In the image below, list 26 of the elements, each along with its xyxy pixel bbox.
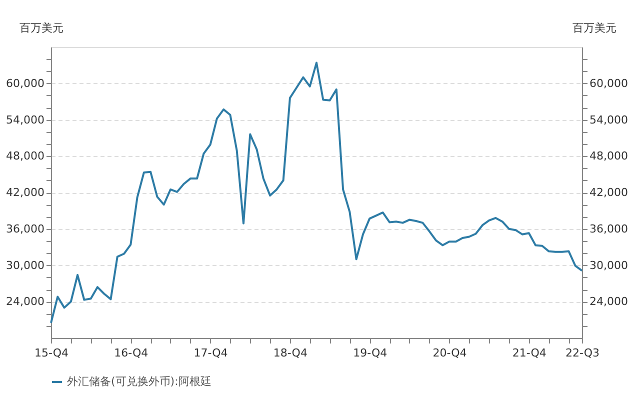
y2-tick-label: 60,000 xyxy=(590,76,628,90)
x-tick-label: 15-Q4 xyxy=(34,346,69,360)
x-tick-label: 16-Q4 xyxy=(114,346,148,360)
x-tick-label: 21-Q4 xyxy=(512,346,546,360)
x-tick-label: 19-Q4 xyxy=(353,346,388,360)
y-tick-label: 48,000 xyxy=(6,150,44,163)
y2-tick-label: 54,000 xyxy=(590,113,628,126)
x-tick-label: 17-Q4 xyxy=(194,346,228,360)
x-tick-label: 20-Q4 xyxy=(432,346,467,360)
y-tick-label: 54,000 xyxy=(6,113,44,126)
y2-tick-label: 36,000 xyxy=(590,222,628,236)
y-tick-label: 30,000 xyxy=(6,258,44,272)
line-series xyxy=(50,62,583,324)
y2-tick-label: 24,000 xyxy=(590,295,628,308)
legend-label: 外汇储备(可兑换外币):阿根廷 xyxy=(67,375,212,388)
y2-tick-label: 30,000 xyxy=(590,258,628,272)
x-tick-label: 18-Q4 xyxy=(273,346,308,360)
y-tick-label: 36,000 xyxy=(6,222,44,236)
y-tick-label: 24,000 xyxy=(6,295,44,308)
y2-tick-label: 42,000 xyxy=(590,186,628,199)
y2-tick-label: 48,000 xyxy=(590,150,628,163)
x-tick-label: 22-Q3 xyxy=(565,346,600,360)
y2-axis-title: 百万美元 xyxy=(572,22,616,34)
y-tick-label: 42,000 xyxy=(6,186,44,199)
y-tick-label: 60,000 xyxy=(6,76,44,90)
y-axis-title: 百万美元 xyxy=(20,22,64,34)
